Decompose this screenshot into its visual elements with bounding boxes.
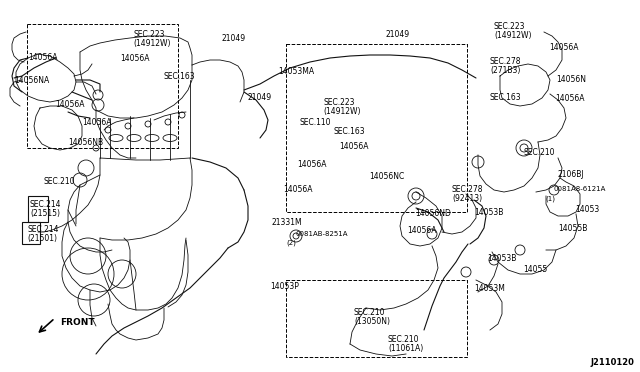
Text: 14056A: 14056A bbox=[283, 185, 312, 194]
Text: (1): (1) bbox=[545, 195, 555, 202]
Text: 14056ND: 14056ND bbox=[415, 209, 451, 218]
Text: SEC.223: SEC.223 bbox=[133, 30, 164, 39]
Text: 14056NB: 14056NB bbox=[68, 138, 103, 147]
Text: SEC.163: SEC.163 bbox=[490, 93, 522, 102]
Text: 14056NC: 14056NC bbox=[369, 172, 404, 181]
Text: SEC.163: SEC.163 bbox=[334, 127, 365, 136]
Text: 14056A: 14056A bbox=[28, 53, 58, 62]
Bar bbox=[286, 280, 467, 357]
Text: 14056A: 14056A bbox=[339, 142, 369, 151]
Text: SEC.210: SEC.210 bbox=[524, 148, 556, 157]
Text: 14056A: 14056A bbox=[55, 100, 84, 109]
Text: 2106BJ: 2106BJ bbox=[557, 170, 584, 179]
Text: 14056N: 14056N bbox=[556, 75, 586, 84]
Text: 14053B: 14053B bbox=[487, 254, 516, 263]
Text: SEC.223: SEC.223 bbox=[323, 98, 355, 107]
Text: 0081A8-6121A: 0081A8-6121A bbox=[554, 186, 606, 192]
Text: 14056A: 14056A bbox=[120, 54, 150, 63]
Text: 14056A: 14056A bbox=[555, 94, 584, 103]
Text: 14053B: 14053B bbox=[474, 208, 504, 217]
Text: (21501): (21501) bbox=[27, 234, 57, 243]
Text: (14912W): (14912W) bbox=[323, 107, 360, 116]
Text: SEC.110: SEC.110 bbox=[299, 118, 330, 127]
Text: (13050N): (13050N) bbox=[354, 317, 390, 326]
Text: (21515): (21515) bbox=[30, 209, 60, 218]
Text: SEC.210: SEC.210 bbox=[43, 177, 74, 186]
Text: (14912W): (14912W) bbox=[494, 31, 531, 40]
Text: SEC.214: SEC.214 bbox=[30, 200, 61, 209]
Text: 21049: 21049 bbox=[222, 34, 246, 43]
Text: (92413): (92413) bbox=[452, 194, 482, 203]
Text: 0081AB-8251A: 0081AB-8251A bbox=[296, 231, 349, 237]
Text: SEC.214: SEC.214 bbox=[27, 225, 58, 234]
Text: SEC.163: SEC.163 bbox=[163, 72, 195, 81]
Text: SEC.278: SEC.278 bbox=[452, 185, 483, 194]
Text: FRONT: FRONT bbox=[60, 318, 95, 327]
Text: SEC.210: SEC.210 bbox=[354, 308, 385, 317]
Text: 21331M: 21331M bbox=[271, 218, 301, 227]
Text: 14053MA: 14053MA bbox=[278, 67, 314, 76]
Text: 14053: 14053 bbox=[575, 205, 599, 214]
Text: 14056A: 14056A bbox=[82, 118, 111, 127]
Text: SEC.223: SEC.223 bbox=[494, 22, 525, 31]
Text: (14912W): (14912W) bbox=[133, 39, 170, 48]
Text: (2): (2) bbox=[286, 240, 296, 247]
Text: (271B3): (271B3) bbox=[490, 66, 520, 75]
Text: 21049: 21049 bbox=[248, 93, 272, 102]
Bar bbox=[286, 44, 467, 212]
Text: 14053P: 14053P bbox=[270, 282, 299, 291]
Text: 14056A: 14056A bbox=[549, 43, 579, 52]
Text: 14055B: 14055B bbox=[558, 224, 588, 233]
Text: SEC.278: SEC.278 bbox=[490, 57, 522, 66]
Text: 14053M: 14053M bbox=[474, 284, 505, 293]
Text: (11061A): (11061A) bbox=[388, 344, 423, 353]
Text: 14056NA: 14056NA bbox=[14, 76, 49, 85]
Bar bbox=[27, 24, 178, 148]
Text: 14056A: 14056A bbox=[297, 160, 326, 169]
Text: J2110120: J2110120 bbox=[590, 358, 634, 367]
Text: 14056A: 14056A bbox=[407, 226, 436, 235]
Bar bbox=[22, 222, 40, 244]
Text: 21049: 21049 bbox=[386, 30, 410, 39]
Text: 14055: 14055 bbox=[523, 265, 547, 274]
Text: SEC.210: SEC.210 bbox=[388, 335, 419, 344]
Bar bbox=[28, 196, 48, 222]
